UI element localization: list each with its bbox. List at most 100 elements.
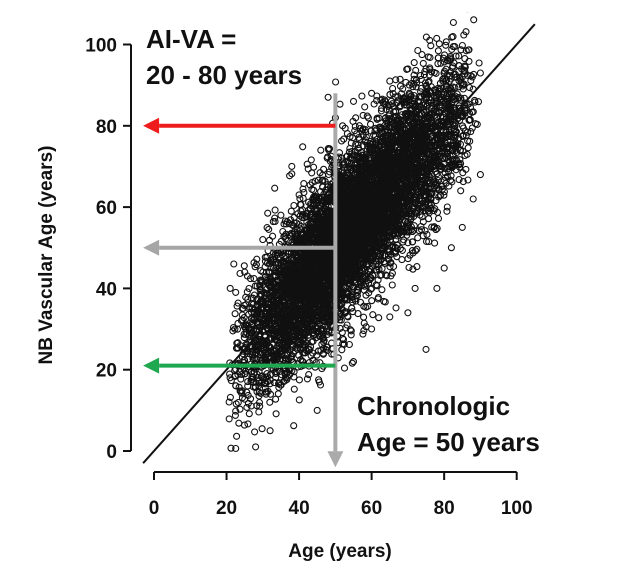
data-point (442, 154, 450, 162)
data-point (464, 144, 472, 152)
data-point (360, 319, 368, 327)
data-point (430, 224, 438, 232)
data-point (244, 355, 252, 363)
data-point (364, 114, 372, 122)
data-point (449, 62, 457, 70)
data-point (434, 173, 442, 181)
data-point (242, 293, 250, 301)
data-point (465, 100, 473, 108)
data-point (463, 106, 471, 114)
data-point (431, 239, 439, 247)
data-point (418, 51, 426, 59)
data-point (317, 188, 325, 196)
data-point (236, 269, 244, 278)
data-point (233, 325, 242, 333)
data-point (347, 331, 355, 339)
data-point (287, 207, 295, 215)
data-point (354, 141, 362, 149)
data-point (388, 281, 396, 289)
data-point (303, 160, 311, 168)
data-point (240, 262, 248, 270)
data-point (367, 127, 375, 135)
data-point (364, 302, 372, 310)
data-point (310, 186, 318, 194)
data-point (251, 428, 259, 436)
data-point (443, 207, 451, 215)
data-point (396, 75, 404, 83)
data-point (265, 236, 274, 244)
data-point (475, 59, 483, 67)
data-point (310, 163, 318, 171)
data-point (443, 203, 451, 211)
data-point (474, 98, 483, 106)
data-point (449, 18, 457, 27)
data-point (434, 47, 442, 55)
data-point (307, 218, 315, 226)
data-point (373, 135, 381, 144)
data-point (314, 176, 322, 184)
data-point (295, 396, 303, 404)
data-point (244, 420, 252, 428)
data-point (386, 263, 394, 271)
data-point (253, 388, 261, 396)
data-point (467, 77, 475, 85)
data-point (229, 323, 238, 332)
data-point (358, 92, 366, 100)
data-point (245, 284, 253, 293)
data-point (385, 106, 394, 114)
data-point (417, 222, 425, 231)
data-point (346, 326, 354, 334)
data-point (235, 383, 243, 391)
data-point (261, 253, 269, 261)
data-point (400, 101, 408, 109)
data-point (232, 288, 240, 296)
data-point (466, 84, 474, 92)
data-point (425, 238, 433, 246)
data-point (234, 398, 242, 407)
data-point (231, 411, 239, 419)
data-point (235, 419, 243, 427)
data-point (434, 214, 443, 223)
data-point (377, 96, 385, 104)
data-point (423, 230, 431, 239)
data-point (421, 227, 429, 235)
data-point (255, 408, 263, 416)
data-point (295, 376, 303, 384)
data-point (337, 316, 345, 324)
data-point (442, 38, 450, 46)
data-point (306, 204, 314, 212)
data-point (250, 275, 258, 283)
data-point (236, 405, 244, 413)
data-point (246, 275, 255, 283)
data-point (264, 377, 272, 386)
data-point (466, 137, 474, 145)
data-point (303, 375, 311, 383)
data-point (290, 385, 298, 393)
data-point (324, 145, 332, 153)
data-point (422, 33, 430, 41)
data-point (361, 103, 369, 111)
data-point (457, 46, 465, 54)
data-point (360, 302, 368, 310)
data-point (305, 371, 313, 379)
data-point (462, 47, 470, 55)
data-point (256, 402, 264, 410)
data-point (265, 225, 273, 233)
data-point (269, 232, 277, 240)
data-point (409, 249, 417, 257)
data-point (413, 245, 421, 253)
data-point (253, 355, 261, 363)
data-point (447, 160, 456, 168)
data-point (409, 238, 417, 246)
data-point (234, 299, 242, 307)
data-point (416, 72, 425, 80)
data-point (383, 272, 391, 280)
data-point (450, 59, 458, 67)
data-point (336, 100, 344, 108)
data-point (459, 178, 467, 186)
data-point (471, 96, 479, 104)
data-point (299, 143, 307, 151)
data-point (360, 327, 368, 335)
data-point (373, 282, 381, 290)
data-point (419, 59, 427, 67)
